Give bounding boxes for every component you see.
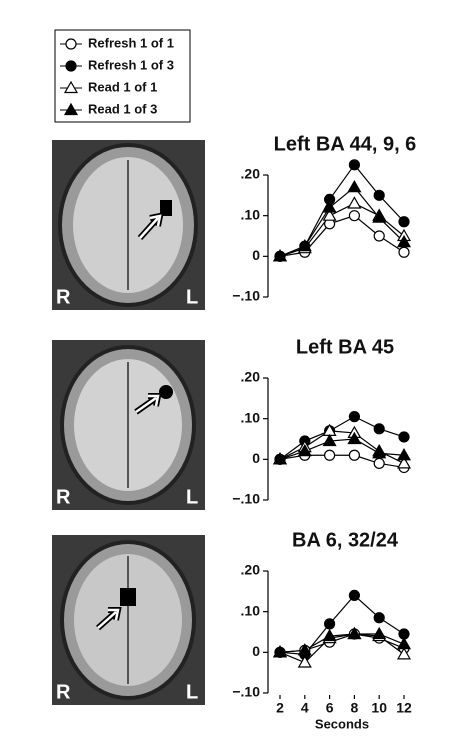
data-point bbox=[348, 411, 360, 423]
data-point bbox=[373, 612, 385, 624]
series-line bbox=[279, 633, 405, 653]
data-point bbox=[348, 589, 360, 602]
data-point bbox=[396, 636, 412, 650]
series-line bbox=[279, 163, 405, 257]
data-point bbox=[272, 249, 288, 262]
y-tick-label: .10 bbox=[241, 602, 261, 618]
data-point bbox=[372, 446, 387, 459]
brain-1 bbox=[52, 140, 205, 310]
data-point bbox=[297, 238, 312, 252]
data-point bbox=[322, 628, 337, 642]
legend-label: Refresh 1 of 1 bbox=[88, 35, 174, 50]
y-tick-label: .10 bbox=[241, 206, 261, 222]
brain-label-right: L bbox=[186, 486, 198, 508]
data-point bbox=[322, 433, 337, 447]
data-point bbox=[297, 643, 312, 656]
x-tick-label: 12 bbox=[396, 700, 412, 716]
data-point bbox=[398, 431, 410, 443]
data-point bbox=[348, 449, 360, 461]
data-point bbox=[272, 645, 288, 658]
x-tick-label: 4 bbox=[301, 700, 309, 716]
data-point bbox=[322, 208, 337, 221]
legend-label: Refresh 1 of 3 bbox=[88, 57, 174, 72]
series-line bbox=[279, 430, 405, 464]
data-point bbox=[396, 647, 412, 660]
data-point bbox=[348, 210, 360, 222]
brain-label-left: R bbox=[56, 486, 71, 508]
y-tick-label: 0 bbox=[252, 450, 260, 466]
data-point bbox=[347, 196, 362, 209]
data-point bbox=[297, 655, 312, 668]
data-point bbox=[322, 200, 337, 213]
y-tick-label: .20 bbox=[241, 369, 261, 385]
data-point bbox=[324, 618, 336, 630]
legend-marker bbox=[63, 80, 79, 94]
x-tick-label: 10 bbox=[371, 700, 387, 716]
brain-label-left: R bbox=[56, 681, 71, 703]
chart-title: Left BA 45 bbox=[296, 336, 394, 358]
data-point bbox=[396, 448, 412, 461]
series-line bbox=[279, 594, 405, 655]
data-point bbox=[373, 423, 385, 435]
y-tick-label: −.10 bbox=[232, 288, 260, 304]
data-point bbox=[398, 216, 410, 228]
brain-label-right: L bbox=[186, 286, 198, 308]
data-point bbox=[324, 449, 336, 461]
data-point bbox=[396, 234, 412, 248]
data-point bbox=[347, 179, 362, 193]
x-tick-label: 8 bbox=[351, 700, 359, 716]
legend-marker bbox=[65, 60, 77, 72]
data-point bbox=[372, 626, 387, 640]
data-point bbox=[372, 210, 387, 223]
data-point bbox=[396, 456, 412, 469]
data-point bbox=[348, 159, 360, 171]
legend-label: Read 1 of 3 bbox=[88, 101, 157, 116]
data-point bbox=[373, 457, 385, 469]
legend-marker bbox=[65, 38, 77, 50]
y-tick-label: −.10 bbox=[232, 491, 260, 507]
data-point bbox=[373, 230, 385, 242]
brain-label-right: L bbox=[186, 681, 198, 703]
brain-3 bbox=[52, 535, 205, 705]
data-point bbox=[347, 626, 362, 640]
y-tick-label: −.10 bbox=[232, 684, 260, 700]
chart-title: Left BA 44, 9, 6 bbox=[274, 133, 417, 155]
data-point bbox=[373, 189, 385, 201]
y-tick-label: 0 bbox=[252, 247, 260, 263]
chart-title: BA 6, 32/24 bbox=[292, 529, 399, 551]
legend-label: Read 1 of 1 bbox=[88, 79, 157, 94]
y-tick-label: .20 bbox=[241, 166, 261, 182]
y-tick-label: .20 bbox=[241, 562, 261, 578]
data-point bbox=[347, 431, 362, 445]
x-tick-label: 6 bbox=[326, 700, 334, 716]
brain-2 bbox=[52, 340, 205, 510]
y-tick-label: 0 bbox=[252, 643, 260, 659]
legend-box bbox=[54, 29, 191, 123]
data-point bbox=[297, 443, 312, 457]
data-point bbox=[272, 452, 288, 465]
x-axis-label: Seconds bbox=[315, 716, 369, 731]
y-tick-label: .10 bbox=[241, 409, 261, 425]
brain-label-left: R bbox=[56, 286, 71, 308]
data-point bbox=[398, 246, 410, 258]
x-tick-label: 2 bbox=[276, 700, 284, 716]
legend-marker bbox=[63, 102, 79, 116]
